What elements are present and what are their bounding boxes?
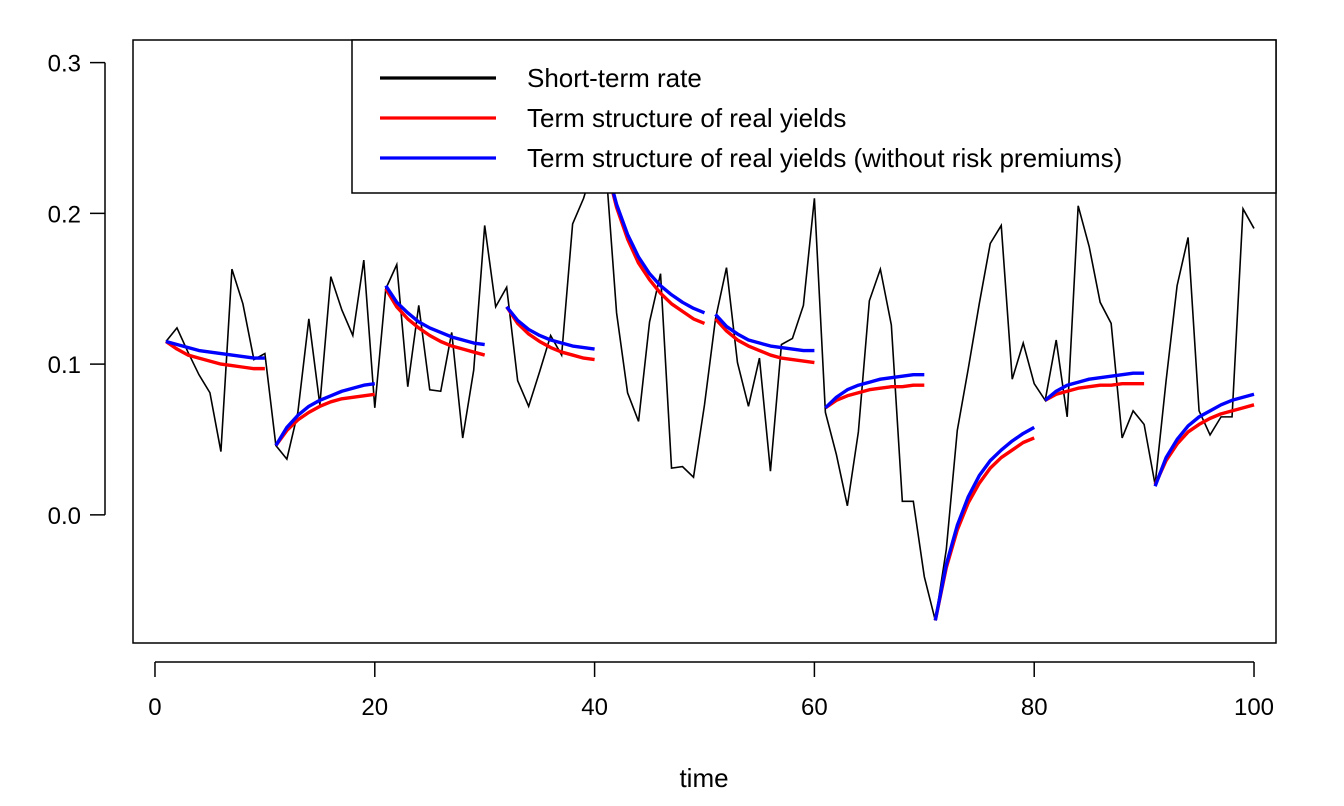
series-real-yields-segment	[384, 287, 486, 357]
plot-area	[165, 161, 1255, 621]
series-real-yields-segment	[505, 305, 595, 362]
x-tick-label: 60	[801, 694, 828, 721]
series-real-yields-segment	[714, 317, 815, 365]
y-axis: 0.0 0.1 0.2 0.3	[48, 51, 106, 530]
series-real-yields-no-risk-segment	[1044, 371, 1145, 402]
x-tick-label: 20	[361, 694, 388, 721]
legend-entry-short-term-rate-label: Short-term rate	[527, 63, 702, 93]
series-real-yields-no-risk-segment	[714, 313, 815, 353]
series-real-yields-segment	[1153, 403, 1255, 486]
series-real-yields-segment	[1044, 382, 1145, 402]
x-tick-label: 80	[1021, 694, 1048, 721]
series-real-yields-no-risk-segment	[603, 163, 706, 315]
series-real-yields-no-risk-segment	[933, 425, 1036, 621]
series-real-yields-no-risk-segment	[165, 339, 265, 360]
series-real-yields-no-risk-segment	[384, 284, 485, 347]
series-real-yields-segment	[274, 392, 376, 447]
series-real-yields-no-risk-segment	[505, 305, 595, 351]
x-axis-title: time	[679, 763, 728, 793]
series-real-yields-segment	[824, 383, 925, 410]
legend-entry-real-yields-no-risk-label: Term structure of real yields (without r…	[527, 143, 1122, 173]
y-tick-label: 0.3	[48, 51, 81, 78]
series-real-yields-no-risk-segment	[274, 382, 376, 447]
legend-box	[351, 39, 1277, 194]
y-tick-label: 0.1	[48, 352, 81, 379]
x-axis: 0 20 40 60 80 100	[148, 661, 1274, 721]
series-real-yields-segment	[165, 340, 265, 371]
x-tick-label: 0	[148, 694, 161, 721]
y-tick-label: 0.0	[48, 503, 81, 530]
legend-entry-real-yields-label: Term structure of real yields	[527, 103, 846, 133]
x-tick-label: 100	[1234, 694, 1274, 721]
legend: Short-term rate Term structure of real yi…	[351, 39, 1277, 194]
series-real-yields-no-risk-segment	[824, 372, 925, 410]
series-real-yields-no-risk-segment	[1153, 392, 1255, 487]
x-tick-label: 40	[581, 694, 608, 721]
y-tick-label: 0.2	[48, 201, 81, 228]
series-short-term-rate	[165, 161, 1255, 621]
